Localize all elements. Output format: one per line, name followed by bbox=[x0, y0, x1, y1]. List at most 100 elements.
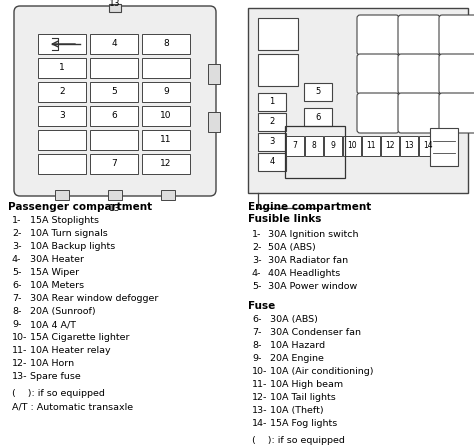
Bar bbox=[109, 4, 121, 12]
Text: 2: 2 bbox=[269, 117, 274, 126]
Text: 1-: 1- bbox=[252, 230, 261, 239]
Bar bbox=[90, 34, 138, 54]
Text: 3: 3 bbox=[269, 138, 275, 146]
Bar bbox=[142, 106, 190, 126]
Bar bbox=[258, 54, 298, 86]
Text: 30A Ignition switch: 30A Ignition switch bbox=[268, 230, 358, 239]
Text: 3-: 3- bbox=[252, 256, 262, 265]
Bar bbox=[258, 113, 286, 131]
Text: 11-: 11- bbox=[12, 346, 27, 355]
Bar bbox=[142, 82, 190, 102]
Bar bbox=[286, 136, 304, 156]
Text: 30A (ABS): 30A (ABS) bbox=[270, 315, 318, 324]
Text: 10: 10 bbox=[347, 142, 357, 151]
Text: 8: 8 bbox=[311, 142, 316, 151]
Bar bbox=[38, 130, 86, 150]
Bar bbox=[90, 154, 138, 174]
Bar bbox=[419, 136, 437, 156]
Text: 5: 5 bbox=[315, 87, 320, 96]
FancyBboxPatch shape bbox=[439, 54, 474, 94]
Text: 1: 1 bbox=[59, 64, 65, 73]
Text: 6-: 6- bbox=[12, 281, 21, 290]
Text: 6: 6 bbox=[111, 112, 117, 121]
Bar bbox=[108, 190, 122, 200]
Text: 4-: 4- bbox=[12, 255, 21, 264]
Text: 13: 13 bbox=[109, 204, 121, 213]
Bar bbox=[258, 133, 286, 151]
Bar bbox=[142, 58, 190, 78]
Text: 11: 11 bbox=[160, 135, 172, 145]
Text: 1-: 1- bbox=[12, 216, 21, 225]
Bar bbox=[304, 108, 332, 126]
Text: Engine compartment: Engine compartment bbox=[248, 202, 371, 212]
Text: 4-: 4- bbox=[252, 269, 261, 278]
Text: 40A Headlights: 40A Headlights bbox=[268, 269, 340, 278]
Bar bbox=[161, 190, 175, 200]
Text: 13: 13 bbox=[109, 0, 121, 8]
Text: Spare fuse: Spare fuse bbox=[30, 372, 81, 381]
Text: 10A Tail lights: 10A Tail lights bbox=[270, 393, 336, 402]
Text: 2: 2 bbox=[59, 87, 65, 96]
Text: A/T : Automatic transaxle: A/T : Automatic transaxle bbox=[12, 402, 133, 411]
Text: 14-: 14- bbox=[252, 419, 267, 428]
Text: 20A Engine: 20A Engine bbox=[270, 354, 324, 363]
Text: 9: 9 bbox=[163, 87, 169, 96]
Bar bbox=[90, 82, 138, 102]
FancyBboxPatch shape bbox=[357, 15, 399, 55]
Text: 13-: 13- bbox=[252, 406, 267, 415]
Text: 2-: 2- bbox=[252, 243, 261, 252]
FancyBboxPatch shape bbox=[398, 15, 440, 55]
Bar bbox=[343, 136, 361, 156]
Text: 10-: 10- bbox=[252, 367, 267, 376]
Text: 10A Hazard: 10A Hazard bbox=[270, 341, 325, 350]
Text: 3: 3 bbox=[59, 112, 65, 121]
Text: 15A Stoplights: 15A Stoplights bbox=[30, 216, 99, 225]
Bar bbox=[38, 82, 86, 102]
Text: 30A Radiator fan: 30A Radiator fan bbox=[268, 256, 348, 265]
Text: 10-: 10- bbox=[12, 333, 27, 342]
Bar bbox=[38, 106, 86, 126]
Bar bbox=[305, 136, 323, 156]
FancyBboxPatch shape bbox=[357, 93, 399, 133]
Bar bbox=[38, 58, 86, 78]
Text: 15A Wiper: 15A Wiper bbox=[30, 268, 79, 277]
Text: 30A Power window: 30A Power window bbox=[268, 282, 357, 291]
Text: 10A Heater relay: 10A Heater relay bbox=[30, 346, 110, 355]
Bar bbox=[258, 153, 286, 171]
Text: 7: 7 bbox=[111, 159, 117, 168]
Text: 5-: 5- bbox=[252, 282, 261, 291]
Text: 30A Rear window defogger: 30A Rear window defogger bbox=[30, 294, 158, 303]
Text: Fuse: Fuse bbox=[248, 301, 275, 311]
Text: 5-: 5- bbox=[12, 268, 21, 277]
Text: 30A Condenser fan: 30A Condenser fan bbox=[270, 328, 361, 337]
FancyBboxPatch shape bbox=[398, 54, 440, 94]
Text: 2-: 2- bbox=[12, 229, 21, 238]
Text: 10A High beam: 10A High beam bbox=[270, 380, 343, 389]
Text: 3-: 3- bbox=[12, 242, 21, 251]
Bar bbox=[285, 126, 345, 178]
Bar bbox=[38, 34, 86, 54]
Text: 8-: 8- bbox=[12, 307, 21, 316]
FancyBboxPatch shape bbox=[357, 54, 399, 94]
Text: 7-: 7- bbox=[252, 328, 261, 337]
Text: 4: 4 bbox=[269, 158, 274, 167]
Bar bbox=[324, 136, 342, 156]
Bar bbox=[400, 136, 418, 156]
Text: 10A Meters: 10A Meters bbox=[30, 281, 84, 290]
Text: 15A Fog lights: 15A Fog lights bbox=[270, 419, 337, 428]
Text: 13: 13 bbox=[404, 142, 414, 151]
Text: Passenger compartment: Passenger compartment bbox=[8, 202, 152, 212]
Text: 12: 12 bbox=[385, 142, 395, 151]
Text: 9: 9 bbox=[330, 142, 336, 151]
Text: 6: 6 bbox=[315, 112, 321, 121]
Bar bbox=[304, 83, 332, 101]
Text: 4: 4 bbox=[111, 39, 117, 48]
Bar bbox=[381, 136, 399, 156]
Text: 10A 4 A/T: 10A 4 A/T bbox=[30, 320, 76, 329]
Text: 10A Horn: 10A Horn bbox=[30, 359, 74, 368]
Bar bbox=[90, 106, 138, 126]
Bar bbox=[248, 8, 468, 193]
FancyBboxPatch shape bbox=[398, 93, 440, 133]
Text: Fusible links: Fusible links bbox=[248, 214, 321, 224]
Text: 11-: 11- bbox=[252, 380, 267, 389]
